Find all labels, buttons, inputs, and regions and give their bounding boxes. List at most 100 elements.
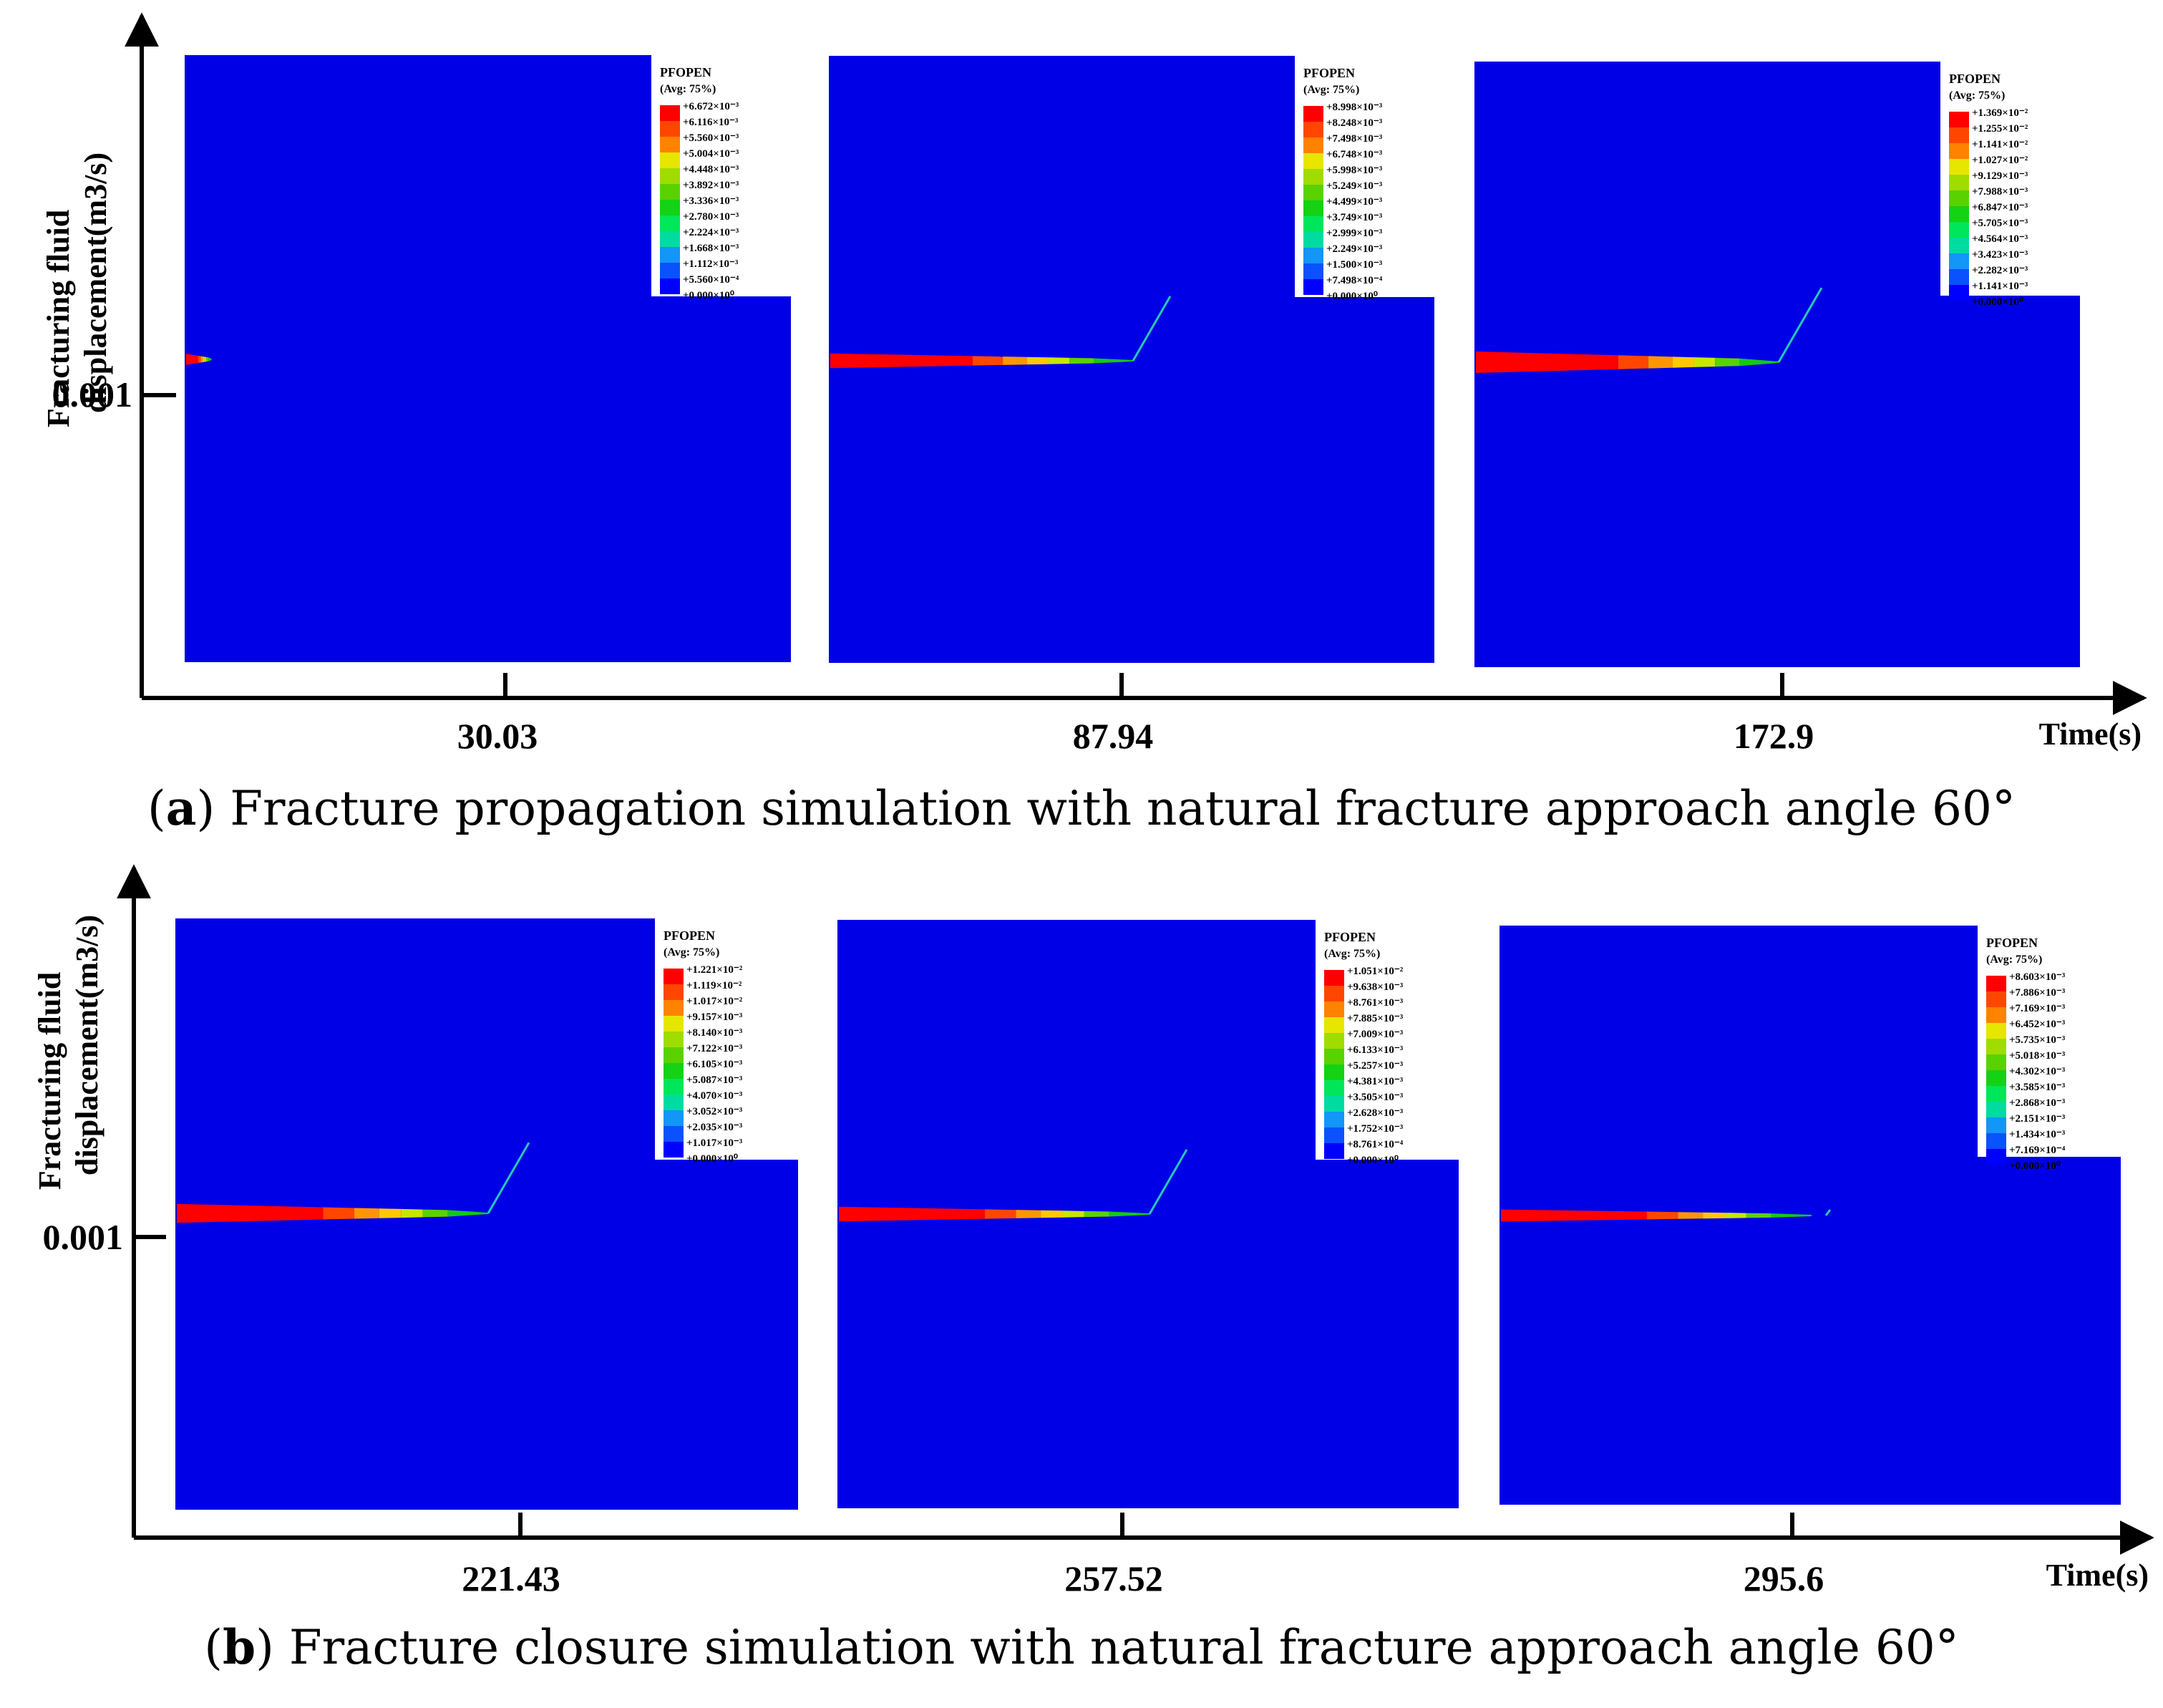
legend-color-band [664,1063,684,1079]
legend-value: +9.638×10⁻³ [1347,981,1404,993]
simulation-panel-4: PFOPEN (Avg: 75%) +1.221×10⁻² +1.119×10⁻² +1… [175,918,798,1510]
legend-value: +3.505×10⁻³ [1347,1092,1404,1103]
legend-value: +5.735×10⁻³ [2009,1034,2066,1046]
legend-value: +7.885×10⁻³ [1347,1013,1404,1024]
fracture-segment [1003,356,1027,365]
legend-value: +1.017×10⁻³ [686,1137,743,1149]
legend-value: +6.452×10⁻³ [2009,1019,2066,1030]
legend-color-band [1949,238,1969,253]
fracture-segment [1646,1211,1678,1220]
legend-color-band [660,184,680,200]
x-axis-label-a: Time(s) [2039,717,2142,752]
simulation-panel-6: PFOPEN (Avg: 75%) +8.603×10⁻³ +7.886×10⁻³ +7… [1499,926,2121,1505]
legend-color-band [1324,970,1344,986]
x-axis-label-b: Time(s) [2046,1558,2149,1593]
simulation-panel-2: PFOPEN (Avg: 75%) +8.998×10⁻³ +8.248×10⁻³ +7… [829,56,1434,663]
model-domain [1474,62,2080,667]
legend-value: +8.761×10⁻⁴ [1347,1139,1404,1150]
legend-subtitle: (Avg: 75%) [1303,84,1359,96]
fracture-segment [354,1208,379,1219]
legend-title: PFOPEN [664,928,715,943]
legend-color-band [1324,1096,1344,1112]
model-domain [829,56,1434,663]
legend-color-band [1949,285,1969,301]
y-axis-label-a-line1: Fracturing fluid [41,210,76,427]
legend-color-band [1324,1143,1344,1159]
legend-value: +4.070×10⁻³ [686,1090,743,1102]
legend-value: +5.705×10⁻³ [1972,218,2028,229]
legend-value: +5.004×10⁻³ [683,148,739,160]
legend-value: +5.087×10⁻³ [686,1074,743,1086]
legend-value: +4.448×10⁻³ [683,164,739,175]
y-tick-label-a: 0.001 [52,374,133,414]
y-axis-label-b: Fracturing fluid displacement(m3/s) [32,915,104,1190]
fracture-segment [198,355,201,364]
legend-subtitle: (Avg: 75%) [664,946,719,959]
legend-color-band [1324,1017,1344,1033]
legend-subtitle: (Avg: 75%) [1949,89,2005,102]
legend-color-band [660,263,680,278]
legend-value: +3.052×10⁻³ [686,1106,743,1117]
legend-color-band [1324,1001,1344,1017]
legend-value: +5.998×10⁻³ [1326,165,1383,176]
natural-fracture-branch [1132,296,1172,362]
legend-value: +0.000×10⁰ [683,290,734,301]
legend-title: PFOPEN [1986,936,2038,950]
legend-color-band [1949,253,1969,269]
legend-color-band [660,200,680,215]
time-label-3: 172.9 [1734,716,1814,756]
legend-color-band [1986,991,2006,1007]
time-label-6: 295.6 [1744,1558,1824,1598]
legend-value: +7.498×10⁻⁴ [1326,275,1383,286]
legend-value: +1.221×10⁻² [686,964,743,976]
legend-value: +3.749×10⁻³ [1326,212,1383,223]
y-axis-label-a-line2: displacement(m3/s) [78,152,113,413]
fracture-segment [401,1208,423,1218]
legend-value: +2.224×10⁻³ [683,227,739,238]
legend-value: +0.000×10⁰ [686,1153,738,1165]
fracture-segment [1746,1213,1771,1218]
legend-value: +8.140×10⁻³ [686,1027,743,1039]
caption-a-text: Fracture propagation simulation with nat… [215,781,2016,836]
legend-color-band [1303,263,1323,279]
fracture-segment [1715,357,1740,367]
simulation-panel-3: PFOPEN (Avg: 75%) +1.369×10⁻² +1.255×10⁻² +1… [1474,62,2080,667]
legend-color-band [660,278,680,294]
legend-title: PFOPEN [1949,72,2001,86]
legend-value: +1.752×10⁻³ [1347,1123,1404,1135]
legend-color-band [660,105,680,121]
legend-color-band [1324,1112,1344,1127]
legend-value: +9.129×10⁻³ [1972,170,2028,182]
legend-color-band [664,1142,684,1158]
time-label-4: 221.43 [462,1558,560,1598]
fracture-segment [186,354,198,365]
fracture-segment [204,356,207,362]
legend-color-band [1949,112,1969,127]
legend-value: +6.672×10⁻³ [683,101,739,112]
legend-color-band [1303,279,1323,295]
simulation-panel-5: PFOPEN (Avg: 75%) +1.051×10⁻² +9.638×10⁻³ +8… [837,920,1459,1508]
legend-color-band [1303,216,1323,232]
fracture-segment [1618,355,1649,369]
legend-value: +2.628×10⁻³ [1347,1107,1404,1119]
legend-color-band [1324,986,1344,1001]
legend-color-band [1324,1049,1344,1064]
legend-color-band [1324,1064,1344,1080]
legend-value: +5.257×10⁻³ [1347,1060,1404,1072]
fracture-segment [1678,1212,1703,1219]
legend-value: +3.336×10⁻³ [683,195,739,207]
time-label-1: 30.03 [457,716,538,756]
legend-value: +6.105×10⁻³ [686,1059,743,1070]
legend-color-band [1324,1033,1344,1049]
y-axis-label-b-line2: displacement(m3/s) [69,915,104,1175]
simulation-panels: PFOPEN (Avg: 75%) +6.672×10⁻³ +6.116×10⁻³ +5… [175,55,2121,1510]
legend-value: +1.119×10⁻² [686,980,742,991]
legend-value: +2.035×10⁻³ [686,1122,743,1133]
natural-fracture-branch [1824,1209,1832,1216]
time-label-2: 87.94 [1073,716,1154,756]
legend-color-band [1949,206,1969,222]
fracture-segment [1703,1212,1725,1219]
fracture-segment [1501,1209,1647,1222]
legend-color-band [1324,1080,1344,1096]
fracture-segment [1771,1213,1812,1218]
